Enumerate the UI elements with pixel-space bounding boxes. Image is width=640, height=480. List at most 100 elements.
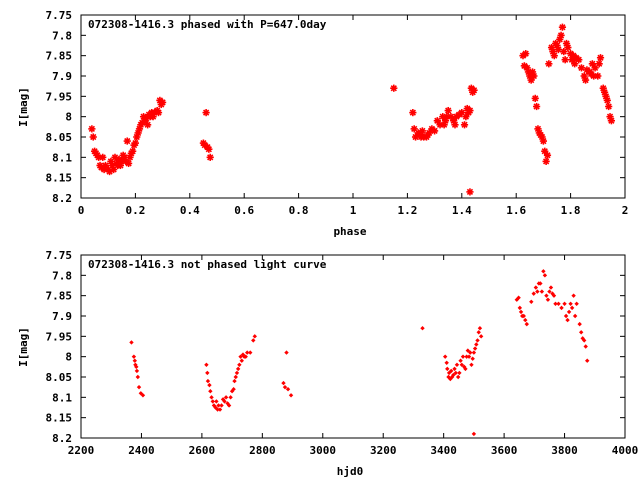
unphased-data-point bbox=[229, 389, 235, 394]
phased-data-point bbox=[605, 102, 613, 111]
unphased-data-point bbox=[140, 393, 146, 398]
unphased-x-axis-label: hjd0 bbox=[337, 465, 364, 478]
phased-data-point bbox=[436, 121, 444, 129]
unphased-data-point bbox=[565, 317, 570, 323]
phased-data-point bbox=[542, 157, 550, 165]
unphased-data-point bbox=[238, 354, 243, 359]
unphased-data-point bbox=[453, 370, 458, 376]
unphased-data-point bbox=[539, 289, 545, 294]
phased-data-point bbox=[89, 133, 97, 141]
unphased-chart-title: 072308-1416.3 not phased light curve bbox=[88, 258, 327, 271]
unphased-data-point bbox=[566, 309, 572, 315]
unphased-y-tick-label: 7.95 bbox=[46, 330, 73, 343]
unphased-x-axis: 2200 2400 2600 2800 3000 3200 3400 3600 3800 4000 bbox=[68, 255, 638, 457]
unphased-data-point bbox=[463, 366, 468, 372]
unphased-data-point bbox=[205, 370, 210, 376]
unphased-data-point bbox=[132, 358, 137, 363]
unphased-x-tick-label: 2400 bbox=[128, 444, 155, 457]
phased-x-tick-label: 1.4 bbox=[452, 204, 472, 217]
phased-data-point bbox=[554, 45, 562, 54]
phased-data-points bbox=[88, 23, 616, 196]
unphased-data-point bbox=[476, 330, 481, 335]
phased-data-point bbox=[557, 31, 565, 39]
unphased-data-point bbox=[553, 301, 558, 306]
phased-data-point bbox=[527, 76, 535, 84]
phased-data-point bbox=[575, 56, 583, 64]
unphased-data-point bbox=[471, 431, 477, 437]
unphased-y-tick-label: 8.05 bbox=[46, 371, 73, 384]
unphased-y-tick-label: 8.2 bbox=[52, 432, 72, 445]
unphased-data-point bbox=[285, 387, 291, 392]
unphased-data-point bbox=[551, 293, 557, 298]
unphased-data-point bbox=[451, 372, 456, 378]
unphased-data-point bbox=[454, 362, 460, 367]
phased-data-point bbox=[425, 129, 433, 137]
unphased-y-tick-label: 8.1 bbox=[52, 391, 72, 404]
unphased-data-point bbox=[545, 297, 551, 302]
phased-data-point bbox=[599, 84, 607, 92]
unphased-data-point bbox=[563, 313, 569, 319]
unphased-data-point bbox=[538, 281, 543, 286]
phased-y-tick-label: 7.9 bbox=[52, 70, 72, 83]
phased-data-point bbox=[532, 102, 541, 111]
phased-data-point bbox=[550, 52, 558, 60]
phased-y-tick-label: 7.95 bbox=[46, 90, 73, 103]
phased-data-point bbox=[581, 76, 590, 84]
unphased-y-tick-label: 7.85 bbox=[46, 290, 73, 303]
unphased-data-point bbox=[444, 360, 449, 365]
unphased-x-tick-label: 3800 bbox=[551, 444, 578, 457]
unphased-data-point bbox=[135, 374, 141, 380]
unphased-data-point bbox=[559, 305, 564, 311]
phased-x-tick-label: 0.8 bbox=[289, 204, 309, 217]
unphased-data-point bbox=[533, 285, 539, 290]
phased-data-point bbox=[543, 151, 552, 159]
unphased-data-point bbox=[531, 291, 536, 296]
unphased-data-point bbox=[471, 350, 477, 355]
phased-data-point bbox=[123, 137, 131, 145]
unphased-data-point bbox=[282, 384, 288, 390]
phased-y-tick-label: 7.75 bbox=[46, 9, 73, 22]
phased-data-point bbox=[564, 43, 572, 52]
phased-y-tick-label: 7.85 bbox=[46, 50, 73, 63]
phased-y-tick-label: 8.2 bbox=[52, 192, 72, 205]
unphased-data-point bbox=[131, 354, 137, 359]
unphased-data-point bbox=[232, 378, 237, 384]
phased-x-tick-label: 1 bbox=[350, 204, 357, 217]
phased-data-point bbox=[531, 94, 539, 102]
unphased-data-point bbox=[207, 382, 212, 388]
unphased-data-point bbox=[129, 340, 134, 345]
phased-data-point bbox=[129, 147, 137, 155]
phased-data-point bbox=[390, 84, 398, 92]
unphased-data-point bbox=[134, 364, 139, 370]
phased-data-point bbox=[99, 153, 107, 161]
phased-data-point bbox=[607, 117, 616, 125]
phased-data-point bbox=[131, 139, 139, 147]
unphased-data-point bbox=[231, 387, 236, 392]
phased-data-point bbox=[522, 50, 530, 58]
phased-data-point bbox=[596, 54, 605, 62]
phased-y-tick-label: 8.05 bbox=[46, 131, 73, 144]
unphased-data-point bbox=[288, 393, 294, 398]
phased-x-tick-label: 1.8 bbox=[561, 204, 581, 217]
unphased-x-tick-label: 2200 bbox=[68, 444, 95, 457]
unphased-data-point bbox=[228, 395, 233, 400]
unphased-data-point bbox=[235, 366, 241, 372]
unphased-y-tick-label: 7.75 bbox=[46, 249, 73, 262]
unphased-data-point bbox=[205, 378, 211, 384]
phased-y-tick-label: 8.15 bbox=[46, 172, 73, 185]
unphased-data-point bbox=[517, 305, 523, 311]
unphased-x-tick-label: 3400 bbox=[430, 444, 457, 457]
unphased-x-tick-label: 3200 bbox=[370, 444, 397, 457]
unphased-data-point bbox=[237, 362, 242, 367]
unphased-data-point bbox=[535, 289, 540, 294]
unphased-data-point bbox=[529, 299, 534, 304]
phased-data-point bbox=[444, 106, 452, 115]
unphased-x-tick-label: 2800 bbox=[249, 444, 276, 457]
unphased-data-point bbox=[215, 407, 220, 412]
phased-data-point bbox=[561, 56, 569, 64]
phased-y-tick-label: 8.1 bbox=[52, 151, 72, 164]
unphased-data-point bbox=[210, 399, 215, 404]
unphased-plot-frame bbox=[80, 254, 626, 439]
